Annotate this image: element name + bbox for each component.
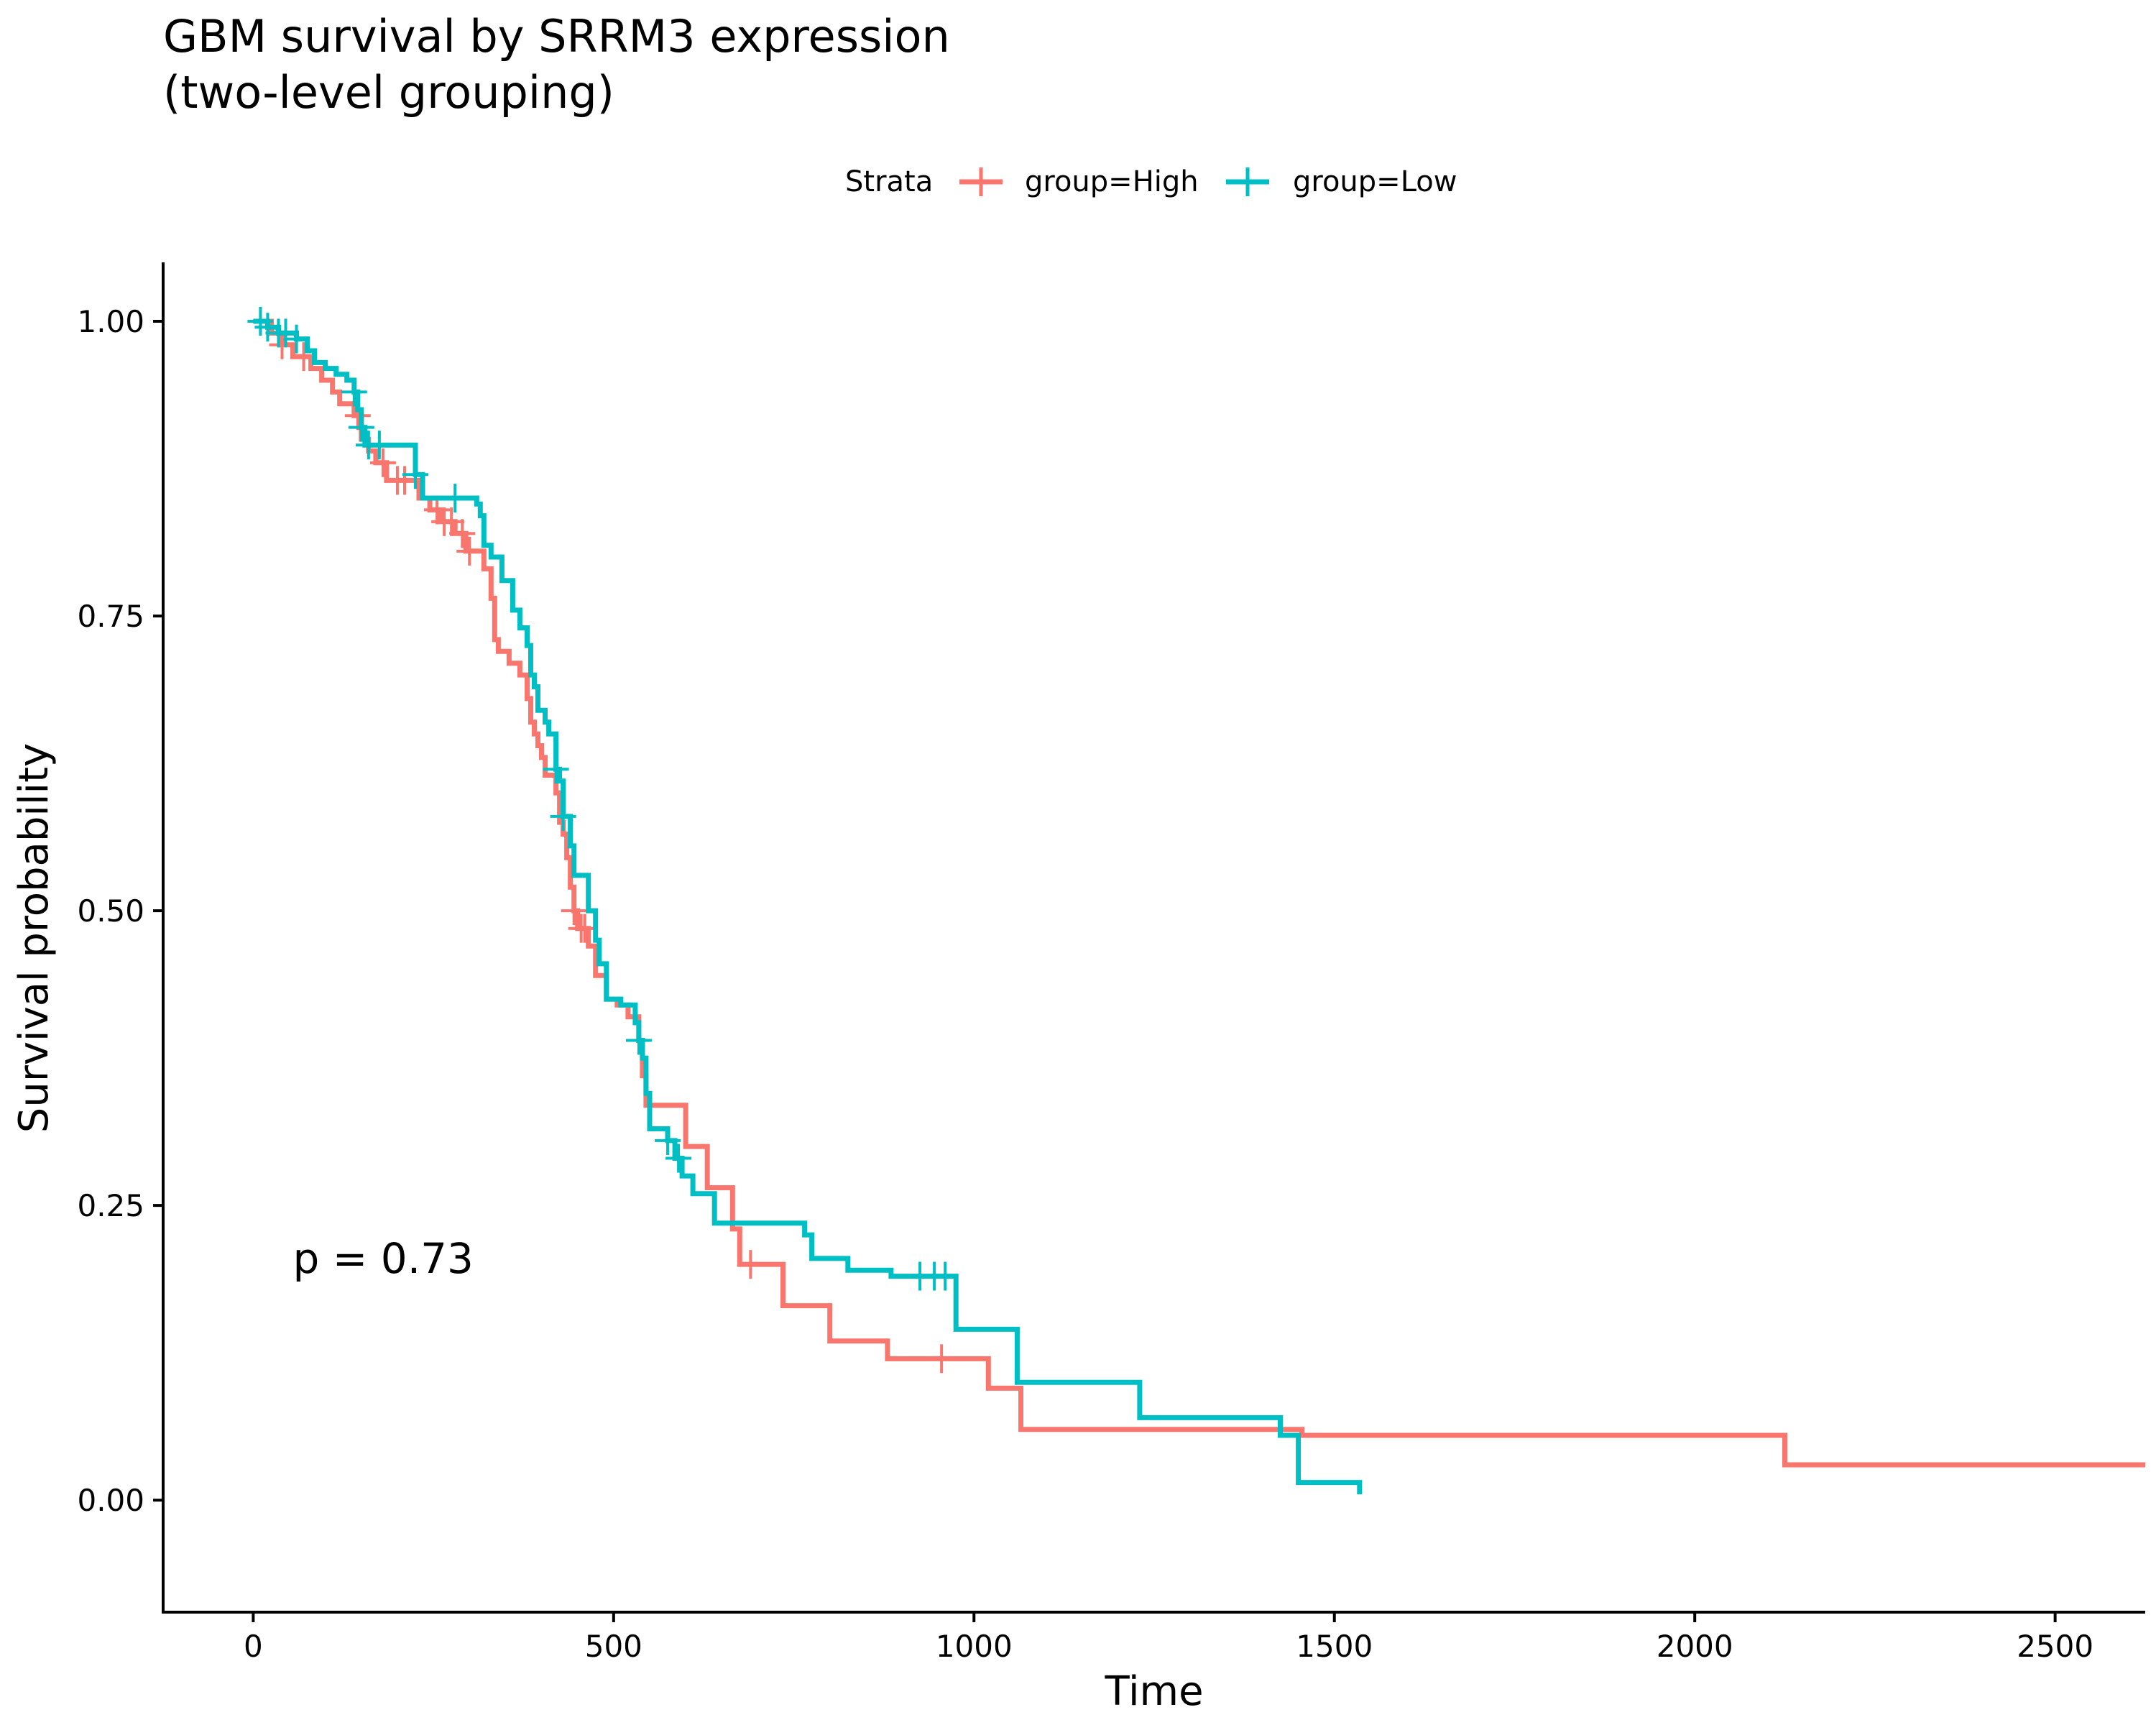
legend-label-high: group=High [1025,165,1199,198]
x-tick-label: 0 [244,1629,263,1664]
y-tick-label: 0.75 [77,599,144,634]
y-tick-label: 0.00 [77,1483,144,1518]
y-tick-label: 1.00 [77,304,144,339]
legend-title: Strata [845,165,933,198]
y-tick-label: 0.25 [77,1188,144,1223]
p-value-annotation: p = 0.73 [293,1234,474,1283]
x-ticks: 0 500 1000 1500 2000 2500 [244,1612,2093,1664]
x-tick-label: 500 [585,1629,642,1664]
x-tick-label: 2000 [1657,1629,1733,1664]
series-line-high [253,318,2145,1468]
x-axis-label: Time [1104,1668,1203,1715]
x-tick-label: 1500 [1296,1629,1373,1664]
series-layer [247,307,2145,1494]
x-tick-label: 2500 [2017,1629,2093,1664]
chart-title-line-1: GBM survival by SRRM3 expression [163,10,950,63]
legend-key-high [959,167,1003,196]
x-tick-label: 1000 [936,1629,1013,1664]
y-axis-label: Survival probability [11,743,57,1133]
chart-title-line-2: (two-level grouping) [163,66,614,119]
legend: Strata group=High group=Low [845,165,1457,198]
legend-label-low: group=Low [1293,165,1457,198]
y-tick-label: 0.50 [77,893,144,929]
legend-key-low [1226,167,1269,196]
y-ticks: 0.00 0.25 0.50 0.75 1.00 [77,304,163,1518]
